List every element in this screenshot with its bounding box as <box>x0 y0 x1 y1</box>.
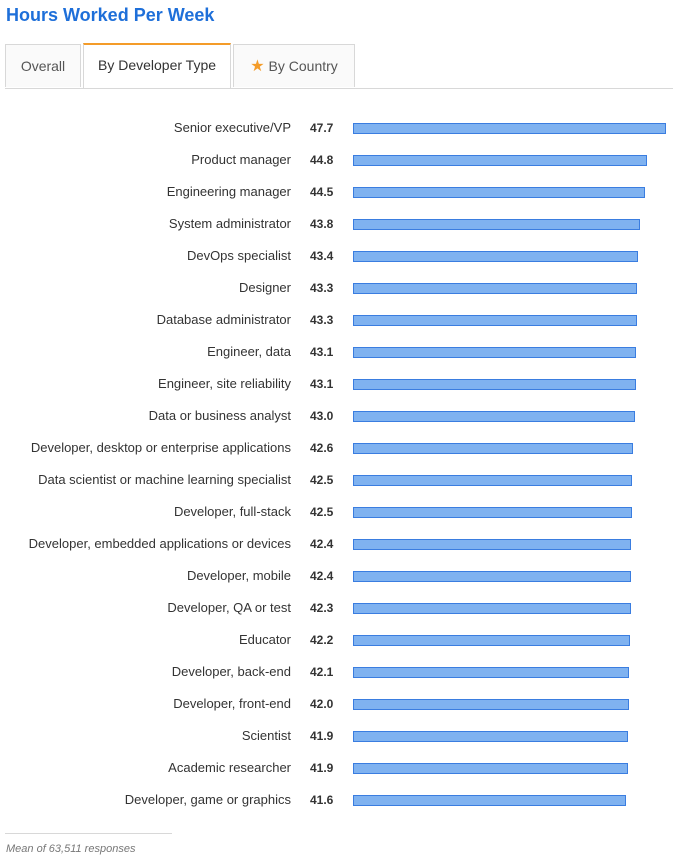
category-label: Developer, back-end <box>171 664 291 679</box>
bar <box>353 603 631 614</box>
category-label: Developer, QA or test <box>167 600 291 615</box>
footer-divider <box>5 833 172 834</box>
bar <box>353 539 631 550</box>
value-label: 43.1 <box>310 377 334 391</box>
category-label: Designer <box>238 280 291 295</box>
bar <box>353 411 635 422</box>
value-label: 44.8 <box>310 153 334 167</box>
value-label: 42.2 <box>310 633 334 647</box>
value-label: 43.8 <box>310 217 334 231</box>
category-label: Developer, mobile <box>186 568 291 583</box>
value-label: 42.4 <box>310 537 334 551</box>
category-label: Engineer, data <box>207 344 291 359</box>
tab-by-developer-type[interactable]: By Developer Type <box>83 43 231 88</box>
category-label: Developer, full-stack <box>173 504 291 519</box>
tab-overall[interactable]: Overall <box>5 44 81 87</box>
bar <box>353 443 633 454</box>
category-label: Developer, front-end <box>173 696 291 711</box>
bar <box>353 635 630 646</box>
bar <box>353 251 638 262</box>
bar <box>353 699 629 710</box>
bar <box>353 795 626 806</box>
bar <box>353 315 637 326</box>
bar <box>353 731 628 742</box>
value-label: 43.4 <box>310 249 334 263</box>
bar <box>353 571 631 582</box>
bar <box>353 763 628 774</box>
tab-bar: Overall By Developer Type ★ By Country <box>5 43 673 89</box>
category-label: Educator <box>238 632 291 647</box>
category-label: Engineering manager <box>166 184 291 199</box>
page-title: Hours Worked Per Week <box>6 5 215 25</box>
value-label: 42.5 <box>310 505 334 519</box>
category-label: Developer, game or graphics <box>124 792 291 807</box>
value-label: 42.4 <box>310 569 334 583</box>
bar <box>353 379 636 390</box>
bar <box>353 507 632 518</box>
category-label: Developer, desktop or enterprise applica… <box>30 440 291 455</box>
category-label: Senior executive/VP <box>173 120 291 135</box>
value-label: 42.6 <box>310 441 334 455</box>
category-label: DevOps specialist <box>186 248 291 263</box>
category-label: Data or business analyst <box>148 408 291 423</box>
value-label: 43.3 <box>310 313 334 327</box>
value-label: 41.9 <box>310 729 334 743</box>
bar <box>353 219 640 230</box>
tab-overall-label: Overall <box>20 58 66 74</box>
bar <box>353 667 629 678</box>
category-label: Scientist <box>241 728 291 743</box>
value-label: 43.0 <box>310 409 334 423</box>
value-label: 43.1 <box>310 345 334 359</box>
category-label: Academic researcher <box>168 760 291 775</box>
category-label: System administrator <box>168 216 291 231</box>
footer-note: Mean of 63,511 responses <box>6 843 136 855</box>
value-label: 43.3 <box>310 281 334 295</box>
tab-by-country[interactable]: ★ By Country <box>233 44 355 87</box>
value-label: 47.7 <box>310 121 334 135</box>
tab-by-country-label: By Country <box>268 58 338 74</box>
value-label: 41.9 <box>310 761 334 775</box>
value-label: 42.5 <box>310 473 334 487</box>
category-label: Engineer, site reliability <box>158 376 291 391</box>
value-label: 42.0 <box>310 697 334 711</box>
category-label: Product manager <box>191 152 291 167</box>
value-label: 41.6 <box>310 793 334 807</box>
bar <box>353 187 645 198</box>
star-icon: ★ <box>250 58 265 75</box>
value-label: 44.5 <box>310 185 334 199</box>
bar <box>353 347 636 358</box>
bar <box>353 155 647 166</box>
category-label: Database administrator <box>156 312 291 327</box>
tab-by-developer-type-label: By Developer Type <box>97 57 217 73</box>
value-label: 42.1 <box>310 665 334 679</box>
category-label: Data scientist or machine learning speci… <box>38 472 291 487</box>
bar <box>353 475 632 486</box>
bar <box>353 283 637 294</box>
category-label: Developer, embedded applications or devi… <box>28 536 291 551</box>
value-label: 42.3 <box>310 601 334 615</box>
bar <box>353 123 666 134</box>
